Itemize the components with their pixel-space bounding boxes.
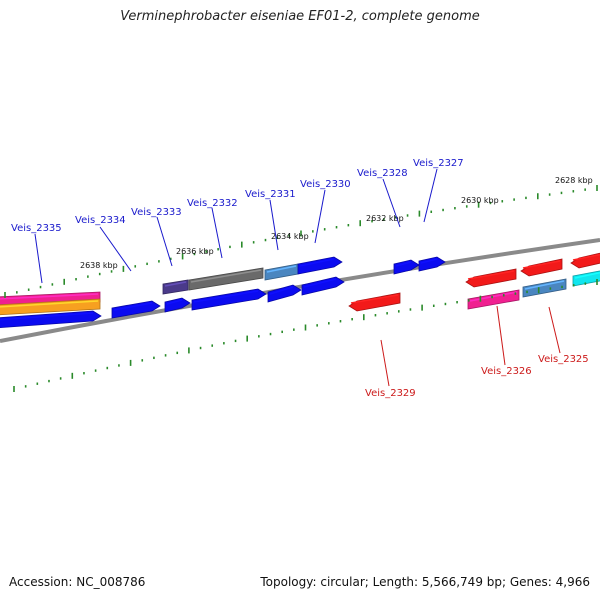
gene-veis-2332b-highlight — [193, 290, 259, 303]
gene-label-veis-2335: Veis_2335 — [11, 223, 62, 234]
leader-line-veis-2333 — [156, 216, 173, 267]
genome-backbone — [0, 238, 600, 343]
scale-label-2638: 2638 kbp — [80, 261, 118, 270]
leader-line-veis-2327 — [423, 168, 438, 223]
gene-pink-left-highlight — [0, 293, 99, 300]
gene-label-veis-2325: Veis_2325 — [538, 354, 589, 365]
gene-red-a-highlight — [467, 270, 515, 280]
gene-label-veis-2328: Veis_2328 — [357, 168, 408, 179]
leader-line-veis-2329 — [380, 339, 390, 387]
gene-veis-2328 — [393, 259, 420, 275]
accession-text: Accession: NC_008786 — [9, 575, 146, 589]
gene-label-veis-2334: Veis_2334 — [75, 215, 126, 226]
gene-features — [0, 252, 600, 329]
scale-label-2628: 2628 kbp — [555, 176, 593, 185]
leader-line-veis-2331 — [269, 199, 279, 251]
gene-cyan-highlight — [574, 271, 600, 279]
gene-veis-2330-highlight — [299, 258, 335, 267]
gene-veis-2328-highlight — [395, 261, 412, 267]
gene-veis-2330 — [297, 256, 343, 275]
gene-veis-2327-highlight — [420, 258, 438, 264]
gene-veis-2331b-highlight — [269, 286, 294, 295]
gene-label-veis-2329: Veis_2329 — [365, 388, 416, 399]
scale-label-2632: 2632 kbp — [366, 214, 404, 223]
gene-label-veis-2326: Veis_2326 — [481, 366, 532, 377]
gene-veis-2330b-highlight — [303, 278, 337, 288]
gene-label-veis-2331: Veis_2331 — [245, 189, 296, 200]
gene-veis-2335 — [0, 310, 102, 329]
leader-line-veis-2332 — [211, 207, 223, 259]
gene-veis-2333-highlight — [164, 281, 187, 287]
gene-veis-2329-highlight — [350, 294, 399, 304]
gene-red-c — [570, 252, 600, 269]
leader-line-veis-2325 — [548, 306, 561, 354]
gene-label-veis-2333: Veis_2333 — [131, 207, 182, 218]
gene-veis-2330b — [301, 276, 345, 296]
gene-veis-2325-highlight — [524, 280, 565, 290]
leader-line-veis-2326 — [496, 305, 506, 366]
gene-label-veis-2330: Veis_2330 — [300, 179, 351, 190]
map-title: Verminephrobacter eiseniae EF01-2, compl… — [120, 9, 480, 24]
gene-veis-2327 — [418, 256, 446, 272]
gene-veis-2335-highlight — [0, 312, 94, 321]
gene-veis-2326-highlight — [469, 291, 518, 302]
gene-veis-2334 — [111, 300, 161, 319]
leader-line-veis-2328 — [382, 178, 401, 228]
gene-veis-2331-highlight — [266, 265, 297, 273]
gene-label-veis-2332: Veis_2332 — [187, 198, 238, 209]
leader-line-veis-2335 — [34, 233, 43, 284]
gene-veis-2333b — [164, 297, 191, 313]
gene-label-veis-2327: Veis_2327 — [413, 158, 464, 169]
gene-veis-2332-highlight — [190, 269, 262, 283]
genome-summary-text: Topology: circular; Length: 5,566,749 bp… — [260, 575, 590, 589]
gene-veis-2333b-highlight — [166, 299, 183, 305]
gene-red-c-highlight — [572, 253, 600, 261]
scale-label-2636: 2636 kbp — [176, 247, 214, 256]
scale-ticks — [4, 185, 598, 392]
gene-veis-2331b — [267, 284, 302, 303]
leader-line-veis-2330 — [314, 189, 326, 244]
scale-label-2634: 2634 kbp — [271, 232, 309, 241]
leader-line-veis-2334 — [99, 226, 132, 272]
gene-veis-2332b — [191, 288, 267, 311]
gene-veis-2334-highlight — [113, 302, 153, 311]
gene-red-b-highlight — [522, 260, 561, 269]
scale-label-2630: 2630 kbp — [461, 196, 499, 205]
gene-orange-left-highlight — [0, 300, 99, 308]
